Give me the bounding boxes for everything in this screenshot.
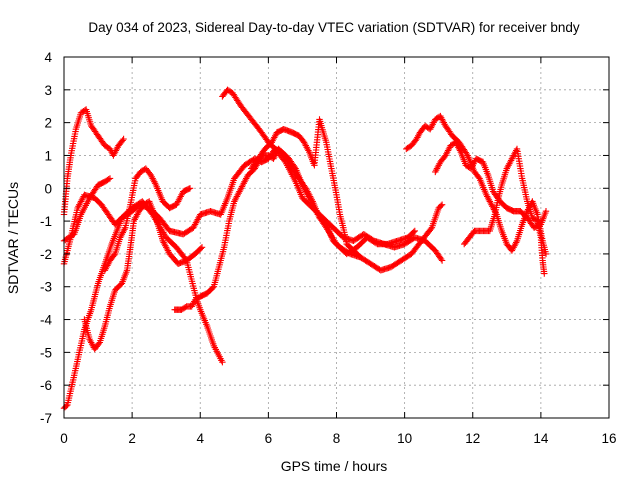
x-tick-label: 2 (128, 431, 136, 446)
data-point (542, 250, 550, 258)
data-point (209, 284, 216, 291)
y-tick-label: -5 (40, 345, 52, 360)
data-point (110, 252, 118, 259)
data-point (438, 201, 446, 208)
data-point (120, 135, 127, 143)
y-tick-label: -2 (40, 247, 52, 262)
x-tick-labels: 0 2 4 6 8 10 12 14 16 (60, 431, 616, 446)
x-axis-label: GPS time / hours (281, 458, 388, 474)
y-tick-label: -1 (40, 214, 52, 229)
data-point (427, 225, 435, 233)
y-tick-label: 4 (44, 50, 52, 65)
y-tick-label: 2 (44, 116, 52, 131)
data-point (105, 176, 112, 183)
x-tick-label: 16 (601, 431, 616, 446)
data-point (541, 270, 548, 277)
y-tick-label: 1 (44, 148, 52, 163)
data-point (411, 227, 418, 235)
y-tick-label: -4 (40, 313, 52, 328)
x-tick-label: 12 (465, 431, 480, 446)
x-tick-label: 10 (397, 431, 412, 446)
data-series (248, 116, 364, 261)
data-point (119, 137, 126, 144)
y-tick-label: 0 (44, 181, 52, 196)
data-series (432, 139, 550, 231)
y-tick-label: -3 (40, 280, 52, 295)
x-tick-label: 4 (196, 431, 204, 446)
data-series (81, 198, 206, 353)
data-point (357, 254, 364, 261)
data-point (197, 245, 204, 252)
data-points (60, 86, 550, 412)
data-point (437, 202, 445, 209)
grid-lines (64, 57, 609, 418)
y-tick-labels: -7 -6 -5 -4 -3 -2 -1 0 1 2 3 4 (40, 50, 53, 426)
data-series (219, 86, 418, 258)
y-axis-label: SDTVAR / TECUs (5, 182, 21, 294)
data-point (219, 359, 226, 366)
data-series (101, 165, 194, 274)
data-point (542, 208, 550, 215)
data-point (438, 257, 446, 264)
x-tick-label: 6 (265, 431, 273, 446)
data-point (106, 175, 114, 182)
y-tick-label: -7 (40, 411, 52, 426)
data-point (198, 244, 206, 251)
data-point (186, 185, 194, 192)
chart-title: Day 034 of 2023, Sidereal Day-to-day VTE… (88, 20, 579, 35)
data-point (410, 228, 417, 236)
y-tick-label: -6 (40, 378, 52, 393)
data-point (356, 252, 363, 260)
data-series (60, 198, 226, 412)
data-series (60, 175, 114, 244)
x-tick-label: 8 (333, 431, 341, 446)
data-point (95, 340, 102, 347)
data-series (461, 145, 548, 277)
y-tick-label: 3 (44, 83, 52, 98)
x-tick-label: 0 (60, 431, 68, 446)
axis-ticks (63, 56, 610, 419)
data-point (437, 255, 445, 263)
x-tick-label: 14 (533, 431, 549, 446)
